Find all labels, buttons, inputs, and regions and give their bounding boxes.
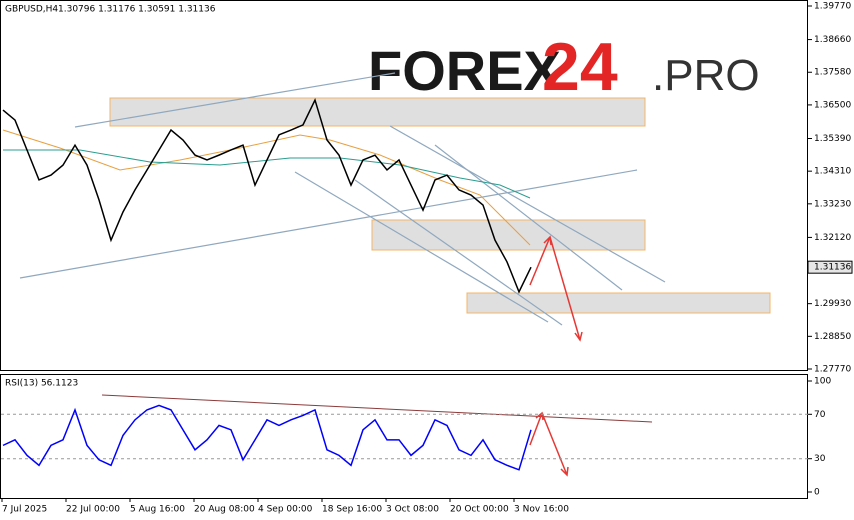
forecast-arrow — [529, 235, 583, 342]
chart-title: GBPUSD,H4 — [5, 5, 58, 15]
rsi-trend-line — [101, 394, 653, 423]
y-tick-label: 70 — [814, 410, 826, 420]
x-tick-label: 20 Aug 08:00 — [194, 505, 255, 515]
y-tick-label: 1.35390 — [814, 134, 851, 144]
support-zone — [466, 292, 771, 314]
y-tick-label: 100 — [814, 377, 831, 387]
resistance-zone — [109, 97, 646, 127]
watermark: 24 — [542, 29, 618, 105]
trend-line — [434, 144, 623, 291]
trend-lines — [19, 72, 666, 326]
x-tick-label: 18 Sep 16:00 — [322, 505, 382, 515]
x-tick-label: 4 Sep 00:00 — [258, 505, 313, 515]
y-tick-label: 30 — [814, 454, 826, 464]
y-tick-label: 1.38660 — [814, 35, 851, 45]
y-tick-label: 1.39770 — [814, 2, 851, 12]
trend-line — [19, 169, 638, 279]
y-tick-label: 0 — [814, 488, 820, 498]
rsi-panel — [0, 374, 808, 499]
watermark: FOREX — [368, 39, 561, 102]
rsi-title: RSI(13) 56.1123 — [5, 379, 78, 389]
y-tick-label: 1.27770 — [814, 365, 851, 375]
moving-average — [2, 129, 531, 246]
moving-average — [3, 149, 531, 199]
trend-line — [389, 125, 666, 283]
x-tick-label: 7 Jul 2025 — [2, 505, 47, 515]
y-tick-label: 1.32120 — [814, 233, 851, 243]
trend-line — [294, 171, 549, 323]
trend-line — [74, 72, 396, 128]
y-tick-label: 1.37580 — [814, 68, 851, 78]
y-tick-label: 1.28850 — [814, 332, 851, 342]
trend-line — [354, 179, 563, 326]
chart-subtitle: 1.30796 1.31176 1.30591 1.31136 — [58, 5, 216, 15]
forecast-arrow — [529, 411, 569, 477]
price-tag — [807, 260, 853, 274]
last-price: 1.31136 — [814, 263, 851, 273]
y-tick-label: 1.29930 — [814, 299, 851, 309]
x-tick-label: 5 Aug 16:00 — [130, 505, 185, 515]
x-tick-label: 22 Jul 00:00 — [66, 505, 120, 515]
y-tick-label: 1.36500 — [814, 100, 851, 110]
y-tick-label: 1.33230 — [814, 199, 851, 209]
x-tick-label: 3 Nov 16:00 — [514, 505, 569, 515]
series-line — [2, 98, 532, 294]
series-line — [2, 404, 532, 471]
x-tick-label: 3 Oct 08:00 — [386, 505, 439, 515]
x-tick-label: 20 Oct 00:00 — [450, 505, 509, 515]
y-tick-label: 1.34310 — [814, 167, 851, 177]
price-panel — [0, 0, 808, 371]
watermark: .PRO — [652, 51, 760, 100]
resistance-zone — [371, 219, 646, 251]
